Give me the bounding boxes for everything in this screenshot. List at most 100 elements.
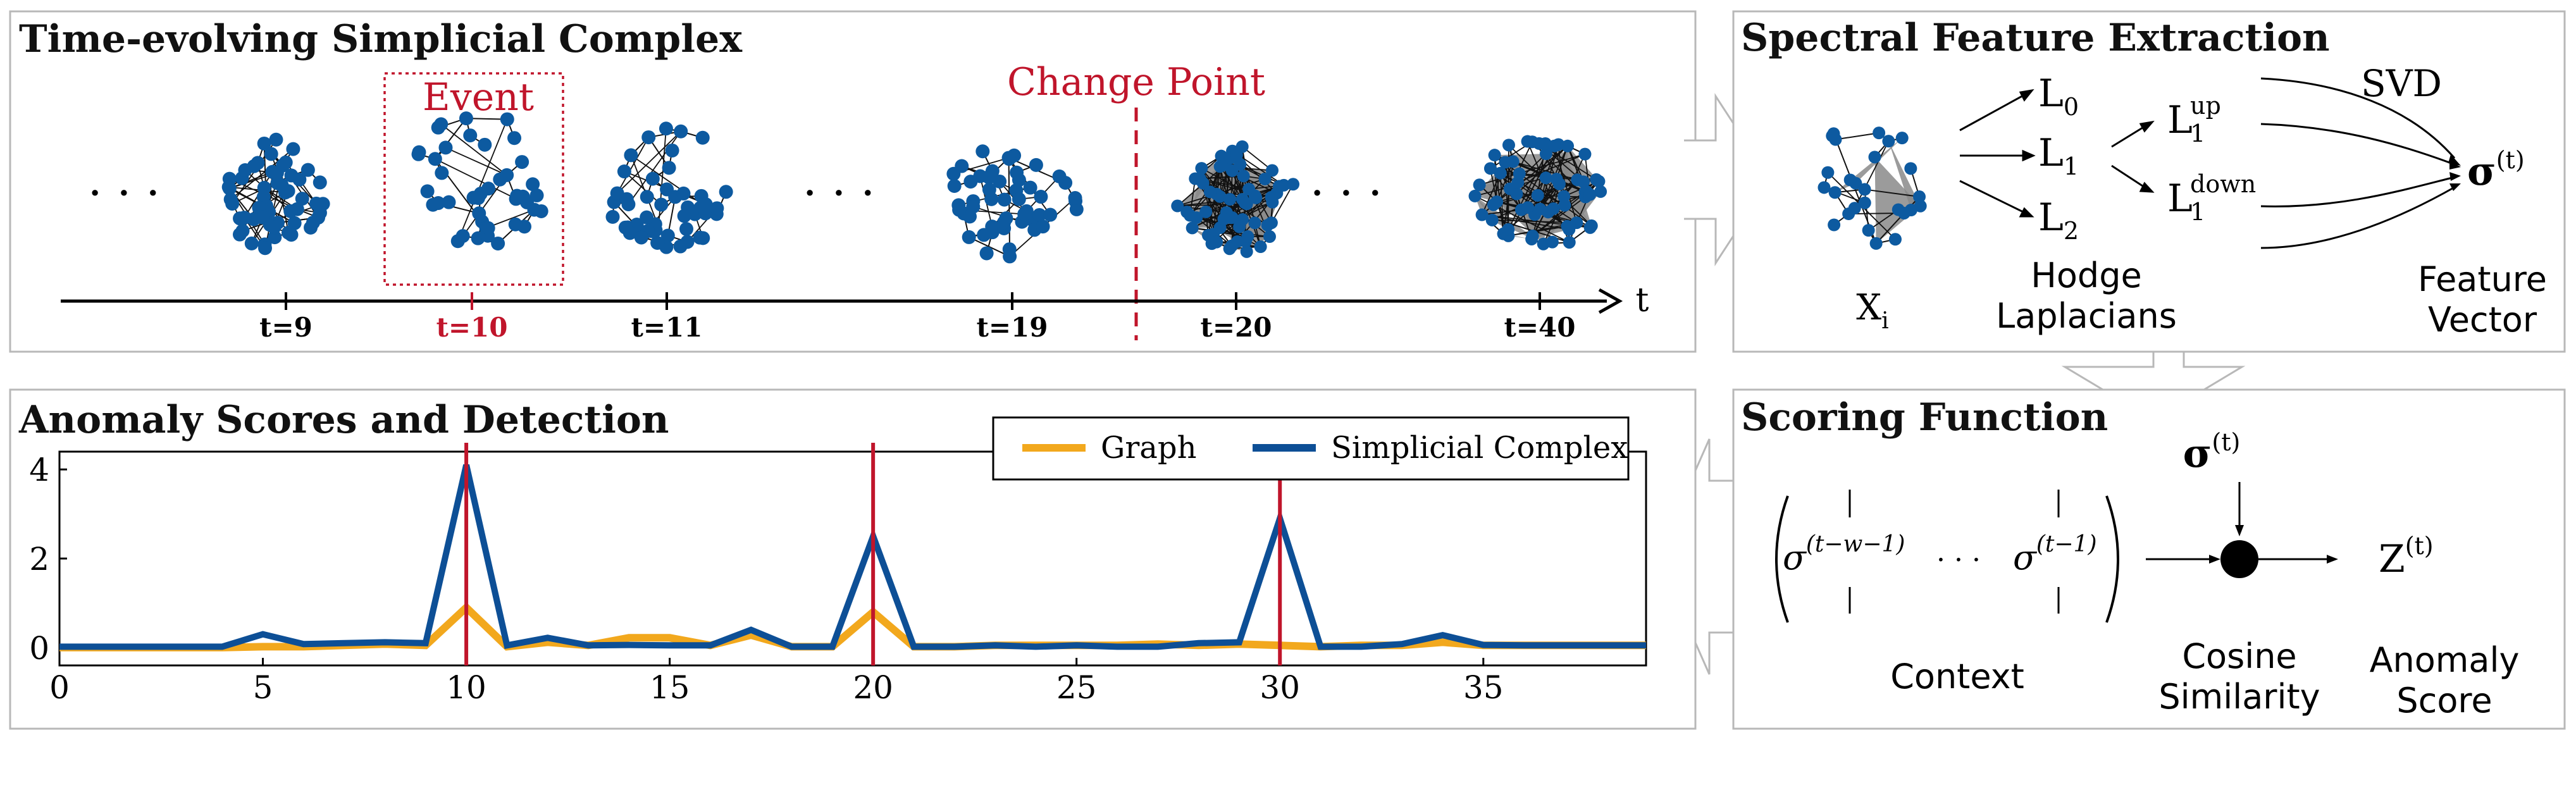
network-node xyxy=(1577,175,1590,188)
network-node xyxy=(1241,230,1254,243)
tick-label-t20: t=20 xyxy=(1200,312,1272,343)
network-node xyxy=(696,131,710,145)
network-node xyxy=(1486,214,1499,226)
network-node xyxy=(1558,199,1571,212)
network-node xyxy=(1578,148,1591,161)
hodge-label-line2: Laplacians xyxy=(1996,296,2177,336)
network-node xyxy=(966,200,980,214)
network-node xyxy=(1043,208,1057,222)
network-node xyxy=(481,221,495,235)
network-node xyxy=(286,142,300,156)
network-node xyxy=(1261,219,1274,232)
network-node xyxy=(1484,162,1497,175)
network-node xyxy=(1017,207,1031,221)
network-node xyxy=(1249,192,1262,204)
x-tick-label: 5 xyxy=(253,669,273,706)
network-node xyxy=(660,182,674,196)
tick-label-t40: t=40 xyxy=(1504,312,1575,343)
network-node xyxy=(977,228,991,242)
feature-vector-label-line1: Feature xyxy=(2418,259,2547,299)
network-node xyxy=(1002,152,1016,166)
cosine-label-line2: Similarity xyxy=(2158,677,2320,717)
network-node xyxy=(1012,192,1026,206)
network-node xyxy=(1186,221,1199,234)
network-node xyxy=(295,192,309,206)
network-node xyxy=(676,187,690,201)
network-node xyxy=(535,204,548,218)
network-node xyxy=(674,125,688,139)
network-node xyxy=(1521,135,1534,148)
network-node xyxy=(1532,189,1544,202)
network-node xyxy=(306,216,320,230)
x-tick-label: 20 xyxy=(853,669,893,706)
network-node xyxy=(442,195,455,209)
network-node xyxy=(421,184,435,198)
network-node xyxy=(1223,193,1236,206)
network-node xyxy=(1469,190,1482,202)
network-node xyxy=(678,209,691,223)
network-node xyxy=(1513,168,1526,180)
network-node xyxy=(641,130,655,144)
feature-vector-label-line2: Vector xyxy=(2428,300,2537,340)
network-node xyxy=(962,230,976,244)
x-tick-label: 0 xyxy=(49,669,70,706)
tick-label-t19: t=19 xyxy=(976,312,1048,343)
network-node xyxy=(509,218,523,232)
network-node xyxy=(1533,137,1545,150)
network-node xyxy=(1540,171,1552,184)
network-node xyxy=(1034,190,1048,204)
network-node xyxy=(412,145,426,159)
network-node xyxy=(1223,242,1236,255)
y-tick-label: 2 xyxy=(29,541,49,578)
timeline-panel-title: Time-evolving Simplicial Complex xyxy=(19,17,743,61)
network-node xyxy=(620,192,634,206)
network-node xyxy=(679,222,693,236)
network-node xyxy=(1473,178,1486,191)
scoring-panel: Scoring Function σ(t) σ(t−w−1) · · · σ(t… xyxy=(1733,390,2565,729)
network-node xyxy=(515,155,529,169)
y-tick-label: 0 xyxy=(29,630,49,667)
network-node xyxy=(1265,191,1278,204)
network-node xyxy=(269,133,283,147)
network-node xyxy=(1817,181,1830,194)
network-node xyxy=(1904,162,1917,175)
network-node xyxy=(719,185,733,199)
network-node xyxy=(952,203,966,217)
network-node xyxy=(635,230,648,244)
network-node xyxy=(1003,242,1017,256)
svg-text:L: L xyxy=(2167,98,2193,142)
network-node xyxy=(222,180,236,194)
network-node xyxy=(438,140,452,154)
network-node xyxy=(946,167,960,181)
cosine-label-line1: Cosine xyxy=(2182,636,2296,676)
network-node xyxy=(710,201,724,215)
x-tick-label: 10 xyxy=(446,669,486,706)
network-node xyxy=(980,246,994,260)
x-tick-label: 25 xyxy=(1056,669,1097,706)
network-node xyxy=(510,188,524,202)
network-node xyxy=(292,173,306,187)
x-tick-label: 35 xyxy=(1463,669,1504,706)
network-node xyxy=(1068,191,1082,205)
network-node xyxy=(973,170,987,183)
network-node xyxy=(434,117,448,131)
network-node xyxy=(1053,170,1067,183)
network-node xyxy=(1868,151,1881,163)
network-node xyxy=(1859,197,1871,209)
network-node xyxy=(471,191,485,205)
network-node xyxy=(1526,230,1539,242)
tick-label-t10: t=10 xyxy=(436,312,507,343)
network-node xyxy=(526,177,540,191)
scoring-panel-title: Scoring Function xyxy=(1741,395,2108,440)
network-node xyxy=(975,144,989,158)
svg-text:1: 1 xyxy=(2190,120,2205,147)
network-node xyxy=(1180,206,1193,218)
network-node xyxy=(279,156,293,170)
network-node xyxy=(507,131,521,145)
spectral-panel-title: Spectral Feature Extraction xyxy=(1741,16,2330,60)
timeline-ellipsis-left: · · · xyxy=(88,166,160,219)
network-node xyxy=(1210,236,1223,249)
network-node xyxy=(1248,216,1261,229)
network-node xyxy=(1237,170,1250,182)
